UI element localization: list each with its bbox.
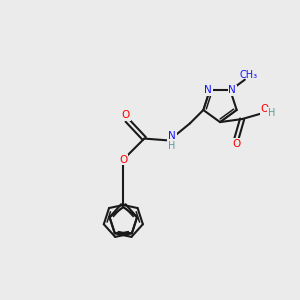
Text: O: O [119, 154, 128, 164]
Text: O: O [261, 104, 269, 114]
Text: N: N [228, 85, 236, 95]
Text: O: O [232, 139, 241, 149]
Text: H: H [268, 108, 275, 118]
Text: H: H [168, 141, 176, 151]
Text: N: N [168, 131, 176, 141]
Text: CH₃: CH₃ [239, 70, 258, 80]
Text: N: N [204, 85, 212, 95]
Text: O: O [122, 110, 130, 120]
